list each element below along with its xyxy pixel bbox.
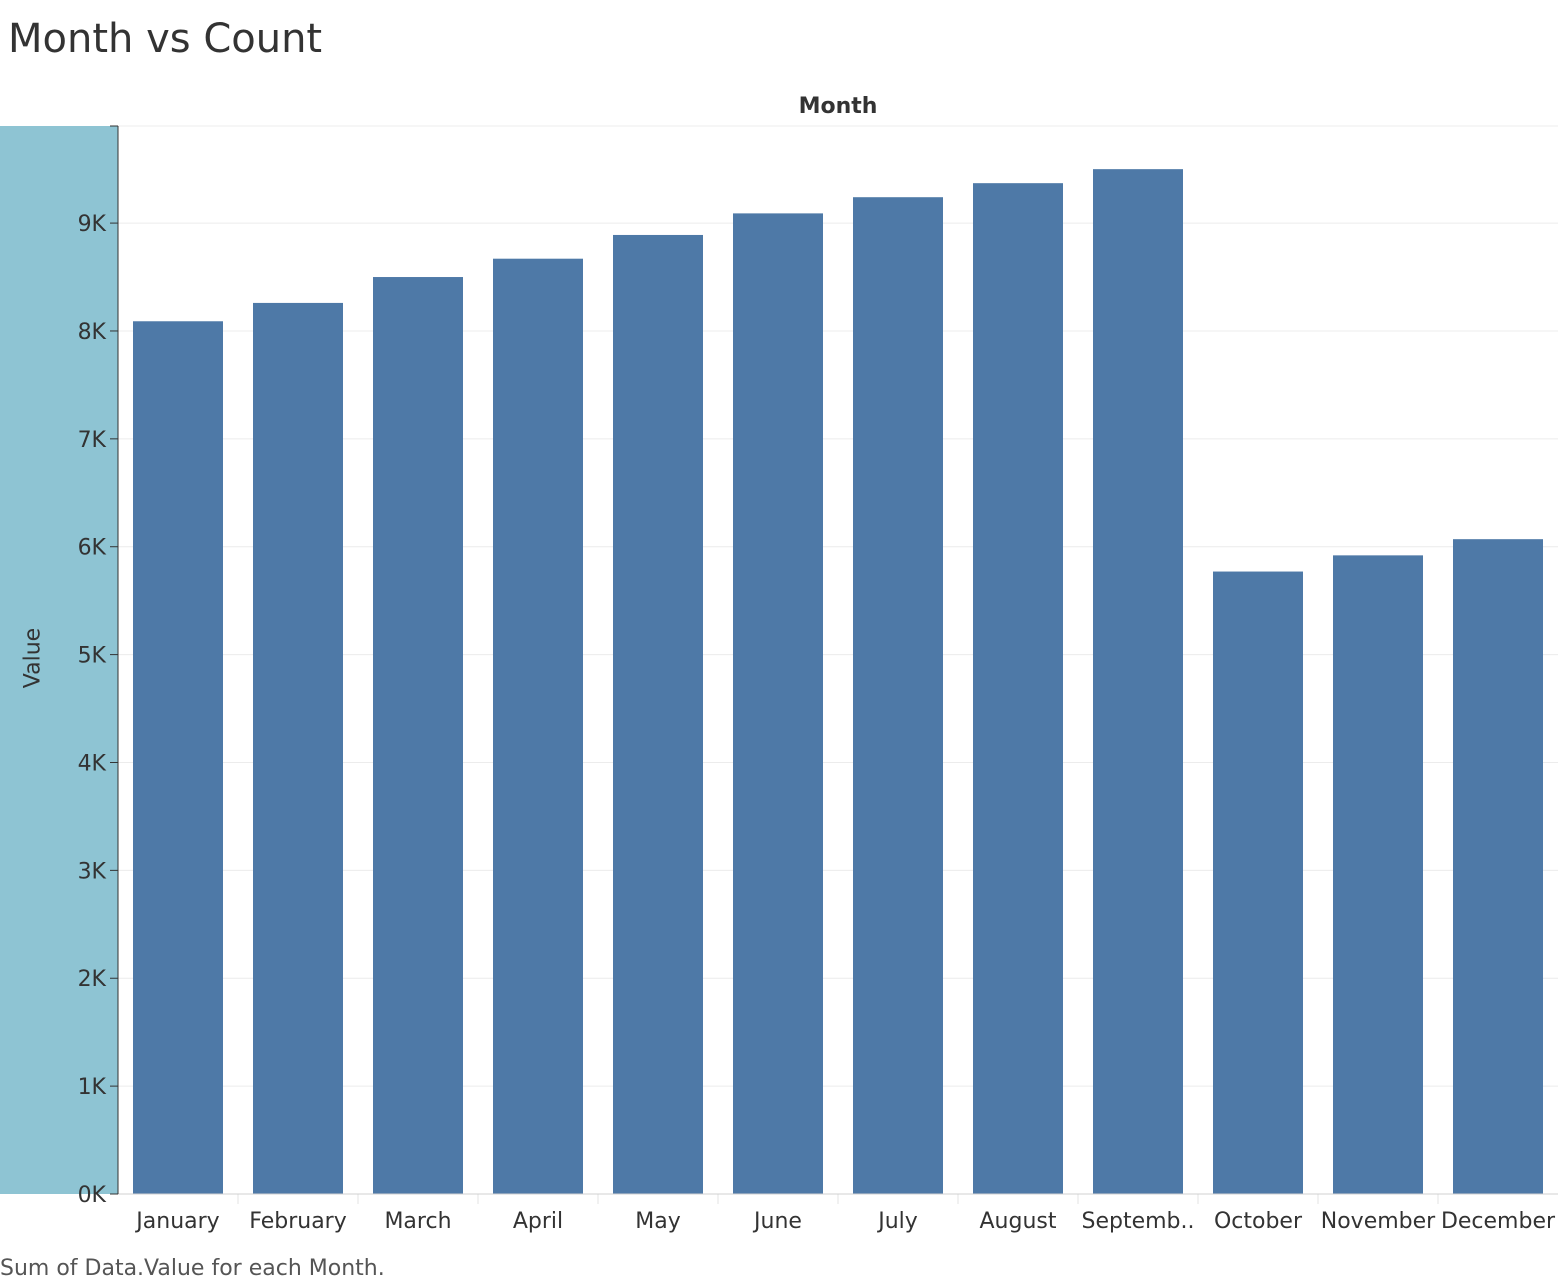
bar: [853, 197, 943, 1194]
y-axis-band[interactable]: [0, 126, 118, 1194]
x-tick-label: February: [249, 1209, 347, 1234]
x-tick-label: December: [1441, 1209, 1556, 1234]
y-tick-label: 3K: [78, 859, 107, 884]
bar: [373, 277, 463, 1195]
bar: [1093, 169, 1183, 1195]
y-tick-label: 5K: [78, 644, 107, 669]
x-tick-label: April: [513, 1209, 563, 1234]
x-tick-label: August: [980, 1209, 1057, 1234]
y-tick-label: 6K: [78, 536, 107, 561]
bar: [133, 321, 223, 1194]
y-tick-label: 4K: [78, 751, 107, 776]
x-tick-label: July: [876, 1209, 918, 1234]
bar: [493, 258, 583, 1194]
bar: [1333, 555, 1423, 1194]
x-tick-label: March: [384, 1209, 451, 1234]
y-tick-label: 0K: [78, 1183, 107, 1208]
bar: [613, 234, 703, 1194]
chart-title: Month vs Count: [8, 16, 323, 62]
y-tick-label: 9K: [78, 212, 107, 237]
y-tick-label: 8K: [78, 320, 107, 345]
bar: [1213, 571, 1303, 1194]
bar: [733, 213, 823, 1194]
y-tick-label: 7K: [78, 428, 107, 453]
x-tick-label: May: [635, 1209, 680, 1234]
x-tick-label: Septemb..: [1081, 1209, 1194, 1234]
y-tick-label: 2K: [78, 967, 107, 992]
bar: [253, 302, 343, 1194]
x-tick-label: June: [752, 1209, 802, 1234]
y-tick-label: 1K: [78, 1075, 107, 1100]
bar: [1453, 539, 1543, 1194]
bar: [973, 183, 1063, 1194]
x-tick-label: January: [134, 1209, 219, 1234]
x-tick-label: November: [1321, 1209, 1436, 1234]
x-tick-label: October: [1214, 1209, 1303, 1234]
chart-caption: Sum of Data.Value for each Month.: [0, 1256, 385, 1281]
column-header: Month: [798, 94, 878, 119]
